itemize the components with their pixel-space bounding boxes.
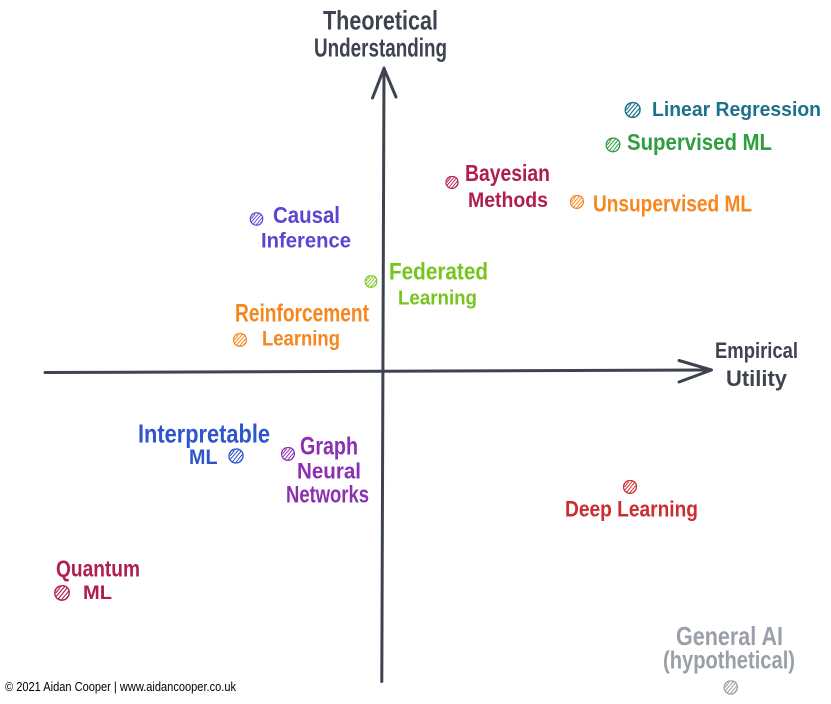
svg-text:Causal: Causal — [273, 202, 340, 228]
svg-text:Inference: Inference — [261, 230, 351, 253]
svg-text:Utility: Utility — [726, 366, 788, 391]
svg-text:Methods: Methods — [468, 189, 548, 212]
svg-text:Neural: Neural — [297, 459, 361, 484]
svg-text:Unsupervised ML: Unsupervised ML — [593, 191, 752, 217]
svg-text:(hypothetical): (hypothetical) — [663, 647, 795, 675]
svg-text:Theoretical: Theoretical — [323, 6, 438, 36]
svg-text:Federated: Federated — [389, 259, 488, 286]
svg-text:Linear Regression: Linear Regression — [652, 99, 821, 121]
svg-text:Networks: Networks — [286, 482, 369, 509]
svg-text:ML: ML — [189, 445, 218, 469]
svg-text:Understanding: Understanding — [314, 33, 447, 63]
svg-text:Supervised ML: Supervised ML — [627, 129, 772, 155]
svg-text:Bayesian: Bayesian — [465, 160, 550, 186]
svg-text:Reinforcement: Reinforcement — [235, 300, 370, 328]
svg-text:General AI: General AI — [676, 621, 783, 651]
svg-text:Interpretable: Interpretable — [138, 419, 270, 449]
svg-text:Graph: Graph — [300, 432, 358, 460]
svg-text:Learning: Learning — [398, 287, 477, 310]
svg-text:ML: ML — [83, 583, 112, 604]
svg-text:Deep Learning: Deep Learning — [565, 497, 698, 522]
svg-text:Empirical: Empirical — [715, 338, 798, 363]
svg-text:Learning: Learning — [262, 328, 340, 351]
svg-text:Quantum: Quantum — [56, 556, 140, 582]
svg-text:© 2021 Aidan Cooper | www.aida: © 2021 Aidan Cooper | www.aidancooper.co… — [5, 679, 236, 694]
